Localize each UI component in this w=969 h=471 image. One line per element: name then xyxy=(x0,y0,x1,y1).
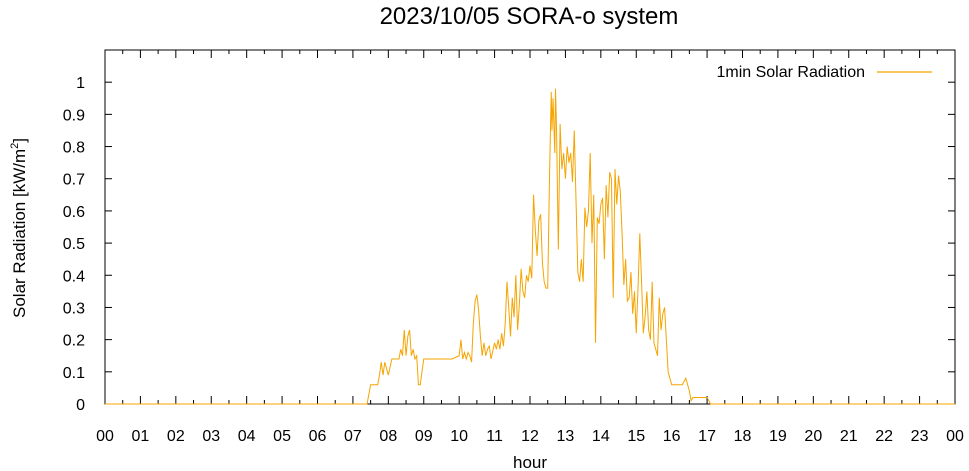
y-tick-label: 0.6 xyxy=(63,204,85,221)
x-tick-label: 09 xyxy=(415,428,433,445)
x-tick-label: 00 xyxy=(96,428,114,445)
y-axis: 0 0.1 0.2 0.3 0.4 0.5 0.6 0.7 0.8 0.9 1 xyxy=(63,75,955,414)
x-tick-label: 15 xyxy=(627,428,645,445)
x-tick-label: 17 xyxy=(698,428,716,445)
legend-label: 1min Solar Radiation xyxy=(716,64,865,81)
x-axis: 00 01 02 03 04 05 06 07 08 09 10 11 12 13 14 15 16 17 18 19… xyxy=(96,50,964,445)
x-tick-label: 01 xyxy=(132,428,150,445)
chart-title: 2023/10/05 SORA-o system xyxy=(380,3,679,30)
plot-frame xyxy=(104,49,956,405)
y-tick-label: 0.9 xyxy=(63,107,85,124)
y-tick-label: 0 xyxy=(76,397,85,414)
y-tick-label: 0.8 xyxy=(63,140,85,157)
y-tick-label: 0.3 xyxy=(63,300,85,317)
x-tick-label: 12 xyxy=(521,428,539,445)
x-tick-label: 20 xyxy=(804,428,822,445)
x-tick-label: 16 xyxy=(663,428,681,445)
y-tick-label: 0.7 xyxy=(63,172,85,189)
y-axis-label: Solar Radiation [kW/m2] xyxy=(9,138,29,318)
x-tick-label: 07 xyxy=(344,428,362,445)
y-tick-label: 1 xyxy=(76,75,85,92)
x-tick-label: 18 xyxy=(734,428,752,445)
y-tick-label: 0.4 xyxy=(63,268,85,285)
x-tick-label: 03 xyxy=(202,428,220,445)
x-tick-label: 08 xyxy=(379,428,397,445)
x-tick-label: 23 xyxy=(911,428,929,445)
x-tick-label: 10 xyxy=(450,428,468,445)
x-tick-label: 00 xyxy=(946,428,964,445)
x-tick-label: 06 xyxy=(309,428,327,445)
x-tick-label: 13 xyxy=(557,428,575,445)
x-tick-label: 19 xyxy=(769,428,787,445)
y-tick-label: 0.2 xyxy=(63,333,85,350)
x-tick-label: 14 xyxy=(592,428,610,445)
x-axis-label: hour xyxy=(513,453,547,471)
x-tick-label: 05 xyxy=(273,428,291,445)
series-line-1min-solar-radiation xyxy=(105,88,955,405)
x-tick-label: 22 xyxy=(875,428,893,445)
legend: 1min Solar Radiation xyxy=(716,64,932,81)
x-tick-label: 11 xyxy=(486,428,503,445)
x-tick-label: 04 xyxy=(238,428,256,445)
x-tick-label: 21 xyxy=(840,428,858,445)
x-tick-label: 02 xyxy=(167,428,185,445)
x-minor-ticks xyxy=(122,50,938,404)
y-tick-label: 0.1 xyxy=(63,365,85,382)
y-tick-label: 0.5 xyxy=(63,236,85,253)
